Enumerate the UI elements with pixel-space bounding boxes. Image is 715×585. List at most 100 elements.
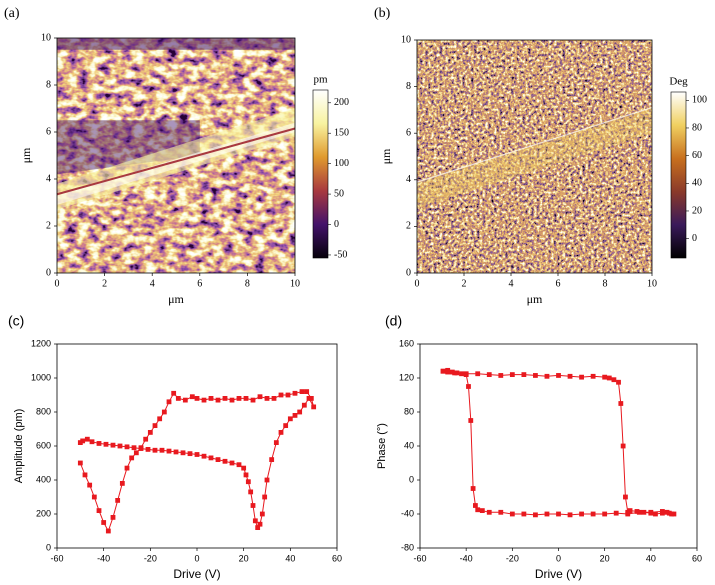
y-tick-label: 0 (409, 474, 414, 484)
marker (521, 372, 527, 377)
y-tick-label: 4 (46, 173, 51, 184)
marker (616, 379, 621, 385)
x-axis-label: μm (527, 292, 543, 306)
y-axis-label: Phase (°) (376, 423, 388, 469)
marker (152, 423, 158, 428)
marker (509, 511, 515, 517)
marker (264, 396, 270, 401)
marker (498, 509, 504, 515)
marker (161, 409, 167, 415)
marker (556, 511, 561, 517)
marker (459, 371, 464, 377)
colorbar-tick-label: 60 (692, 150, 702, 161)
y-tick-label: 6 (46, 126, 51, 137)
x-tick-label: 8 (245, 278, 250, 289)
panel: (c)-60 -40 -20 0 20 40 60020040060080010001200… (8, 313, 342, 581)
marker (606, 375, 612, 381)
marker (110, 442, 116, 448)
marker (175, 396, 181, 401)
panel-label: (d) (385, 313, 402, 329)
x-tick-label: -20 (506, 553, 519, 563)
marker (147, 430, 153, 435)
marker (648, 510, 654, 516)
y-tick-label: 800 (36, 406, 51, 416)
marker (297, 409, 303, 415)
marker (236, 462, 242, 468)
x-tick-label: 60 (332, 553, 342, 563)
marker (250, 503, 256, 508)
marker (445, 369, 451, 375)
marker (229, 460, 235, 466)
x-tick-label: 20 (239, 553, 249, 563)
marker (105, 528, 111, 534)
marker (117, 443, 123, 449)
marker (208, 455, 214, 461)
marker (271, 396, 277, 401)
marker (159, 447, 165, 453)
y-tick-label: 120 (399, 372, 414, 382)
y-axis-label: μm (19, 147, 33, 163)
colorbar-tick-label: 50 (334, 188, 344, 199)
marker (255, 525, 261, 530)
marker (187, 451, 193, 457)
y-tick-label: 600 (36, 440, 51, 450)
y-tick-label: 40 (404, 440, 414, 450)
x-tick-label: 6 (197, 278, 202, 289)
marker (544, 373, 550, 379)
marker (463, 371, 469, 377)
marker (590, 511, 596, 517)
marker (241, 465, 247, 471)
marker (262, 494, 268, 500)
marker (124, 465, 130, 471)
x-tick-label: 2 (462, 278, 467, 289)
marker (567, 373, 573, 379)
marker (87, 482, 93, 488)
marker (84, 436, 90, 442)
marker (623, 494, 628, 500)
marker (468, 418, 474, 423)
marker (222, 396, 228, 401)
marker (157, 416, 163, 422)
colorbar-tick-label: 200 (334, 97, 349, 108)
x-tick-label: 4 (509, 278, 514, 289)
marker (243, 396, 249, 401)
marker (222, 458, 228, 464)
y-axis-label: μm (379, 148, 393, 164)
y-tick-label: 0 (406, 267, 411, 278)
marker (91, 494, 97, 500)
marker (77, 440, 83, 445)
marker (138, 446, 144, 451)
marker (653, 511, 658, 517)
marker (77, 460, 83, 466)
y-tick-label: 2 (406, 221, 411, 232)
marker (664, 509, 670, 515)
marker (602, 511, 608, 517)
marker (82, 472, 88, 478)
marker (194, 452, 200, 457)
frame (56, 37, 296, 274)
marker (257, 521, 263, 527)
marker (259, 511, 265, 517)
x-axis-label: μm (168, 292, 184, 306)
x-tick-label: -20 (144, 553, 157, 563)
marker (201, 397, 207, 403)
marker (533, 373, 538, 378)
marker (273, 440, 279, 445)
marker (452, 370, 458, 376)
colorbar-tick-label: 0 (334, 219, 339, 230)
marker (215, 457, 221, 462)
y-tick-label: 1200 (31, 338, 51, 348)
marker (486, 372, 492, 377)
marker (283, 423, 289, 428)
marker (475, 507, 481, 513)
marker (166, 399, 172, 405)
y-tick-label: 2 (46, 220, 51, 231)
x-tick-label: -60 (413, 553, 426, 563)
marker (556, 373, 561, 378)
marker (304, 389, 310, 394)
marker (613, 510, 619, 516)
marker (590, 373, 596, 379)
panel-label: (a) (4, 6, 20, 21)
colorbar (670, 91, 687, 259)
